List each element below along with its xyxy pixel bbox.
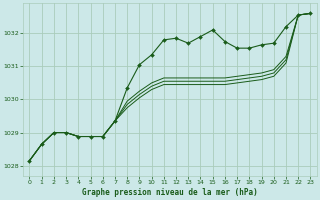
X-axis label: Graphe pression niveau de la mer (hPa): Graphe pression niveau de la mer (hPa)	[82, 188, 258, 197]
